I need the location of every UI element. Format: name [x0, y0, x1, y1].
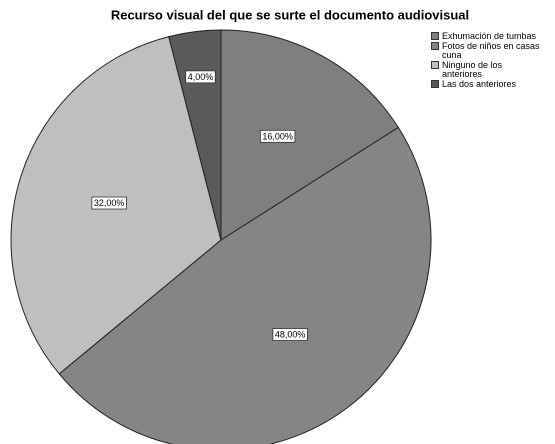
- legend-swatch: [431, 42, 439, 50]
- data-label-box: [272, 328, 308, 341]
- data-label-box: [91, 196, 127, 210]
- data-label-text: 16,00%: [262, 131, 293, 141]
- legend-item: Las dos anteriores: [431, 80, 543, 89]
- legend-label: Exhumación de tumbas: [442, 31, 537, 41]
- legend-swatch: [431, 32, 439, 40]
- data-label-text: 32,00%: [94, 198, 125, 208]
- legend-swatch: [431, 80, 439, 88]
- data-label: 32,00%: [91, 196, 127, 210]
- data-label-box: [259, 129, 296, 143]
- data-label-text: 48,00%: [275, 330, 306, 340]
- legend-item: Exhumación de tumbas: [431, 32, 543, 41]
- legend-swatch: [431, 61, 439, 69]
- data-label: 16,00%: [259, 129, 296, 143]
- data-label: 48,00%: [272, 328, 308, 341]
- pie-slice: [220, 29, 399, 241]
- legend-item: Fotos de niños en casas cuna: [431, 42, 543, 60]
- data-label: 4,00%: [185, 70, 216, 84]
- legend: Exhumación de tumbas Fotos de niños en ca…: [431, 32, 543, 90]
- legend-label: Las dos anteriores: [442, 79, 517, 89]
- data-label-box: [185, 70, 216, 84]
- legend-label: Fotos de niños en casas cuna: [442, 41, 540, 60]
- legend-label: Ninguno de los anteriores: [442, 60, 503, 79]
- data-label-text: 4,00%: [188, 72, 214, 82]
- pie-slice: [58, 126, 432, 444]
- chart-title: Recurso visual del que se surte el docum…: [111, 7, 469, 22]
- legend-item: Ninguno de los anteriores: [431, 61, 543, 79]
